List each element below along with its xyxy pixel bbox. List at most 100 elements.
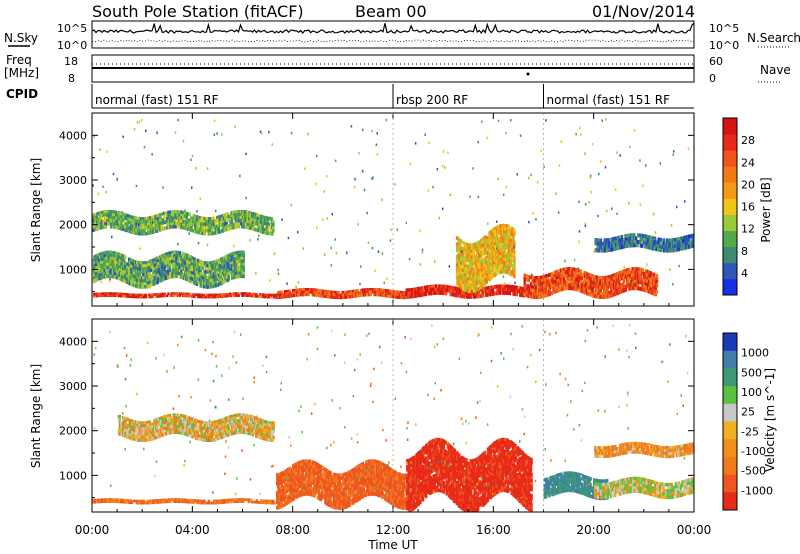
echo-cell	[534, 292, 538, 296]
echo-cell	[128, 229, 131, 234]
echo-cell	[607, 278, 611, 283]
echo-cell	[479, 276, 482, 280]
echo-cell	[159, 216, 162, 220]
freq-tick-high: 18	[64, 55, 78, 68]
echo-cell	[175, 250, 178, 255]
echo-cell	[227, 256, 230, 261]
echo-cell	[499, 224, 503, 228]
scatter-cell	[206, 167, 209, 170]
echo-cell	[631, 283, 634, 287]
scatter-cell	[589, 174, 592, 178]
echo-cell	[587, 288, 590, 293]
echo-cell	[180, 222, 183, 227]
echo-cell	[375, 288, 379, 292]
echo-cell	[200, 281, 203, 285]
scatter-cell	[156, 131, 158, 134]
echo-cell	[271, 232, 274, 236]
date-label: 01/Nov/2014	[592, 2, 695, 21]
echo-cell	[513, 250, 516, 254]
echo-cell	[505, 287, 508, 292]
echo-cell	[203, 278, 206, 283]
echo-cell	[242, 259, 245, 264]
echo-cell	[156, 280, 159, 284]
echo-cell	[92, 228, 95, 232]
echo-cell	[242, 292, 245, 295]
echo-cell	[471, 274, 474, 278]
scatter-cell	[653, 237, 656, 241]
echo-cell	[185, 214, 188, 219]
echo-cell	[541, 275, 544, 280]
echo-cell	[369, 290, 372, 294]
echo-cell	[541, 291, 544, 295]
echo-cell	[201, 275, 205, 280]
echo-cell	[655, 289, 659, 294]
echo-cell	[151, 230, 155, 234]
echo-cell	[464, 242, 468, 247]
scatter-cell	[589, 176, 592, 180]
scatter-cell	[216, 132, 218, 135]
echo-cell	[559, 281, 563, 285]
echo-cell	[527, 274, 530, 279]
echo-cell	[101, 272, 104, 277]
scatter-cell	[376, 132, 378, 135]
echo-cell	[200, 263, 203, 267]
echo-cell	[188, 227, 191, 232]
echo-cell	[206, 270, 210, 274]
echo-cell	[461, 256, 465, 260]
echo-cell	[272, 220, 275, 224]
echo-cell	[606, 281, 610, 286]
nave-label: Nave	[760, 63, 791, 77]
echo-cell	[99, 223, 102, 227]
echo-cell	[628, 267, 631, 272]
echo-cell	[229, 253, 232, 257]
echo-cell	[135, 222, 138, 227]
echo-cell	[167, 213, 170, 218]
echo-cell	[139, 279, 142, 283]
echo-cell	[337, 291, 340, 295]
echo-cell	[150, 277, 154, 281]
echo-cell	[543, 284, 547, 289]
scatter-cell	[516, 173, 519, 176]
echo-cell	[634, 270, 637, 275]
echo-cell	[191, 274, 194, 278]
echo-cell	[118, 267, 122, 272]
echo-cell	[216, 277, 219, 281]
cpid-label: CPID	[6, 87, 38, 101]
echo-cell	[196, 215, 199, 219]
echo-cell	[475, 278, 478, 283]
echo-cell	[598, 241, 601, 246]
echo-cell	[230, 264, 234, 268]
echo-cell	[515, 285, 518, 290]
scatter-cell	[441, 164, 444, 168]
echo-cell	[611, 240, 614, 245]
echo-cell	[293, 288, 296, 292]
echo-cell	[460, 239, 463, 244]
echo-cell	[242, 210, 246, 214]
echo-cell	[620, 238, 624, 243]
echo-cell	[161, 212, 164, 216]
scatter-cell	[141, 221, 144, 225]
scatter-cell	[560, 140, 563, 143]
echo-cell	[161, 266, 164, 270]
scatter-cell	[177, 243, 179, 246]
echo-cell	[182, 219, 185, 224]
echo-cell	[139, 226, 142, 230]
echo-cell	[497, 258, 501, 263]
scatter-cell	[557, 211, 560, 214]
echo-cell	[230, 226, 233, 230]
echo-cell	[610, 274, 613, 279]
echo-cell	[198, 224, 201, 229]
scatter-cell	[287, 236, 290, 240]
echo-cell	[157, 268, 160, 272]
echo-cell	[209, 220, 212, 224]
scatter-cell	[191, 186, 193, 189]
echo-cell	[98, 252, 102, 257]
echo-cell	[634, 239, 638, 244]
echo-cell	[541, 278, 544, 283]
echo-cell	[216, 268, 219, 272]
echo-cell	[95, 215, 99, 219]
echo-cell	[611, 244, 614, 249]
scatter-cell	[295, 285, 297, 289]
echo-cell	[188, 263, 191, 268]
scatter-cell	[357, 223, 359, 226]
